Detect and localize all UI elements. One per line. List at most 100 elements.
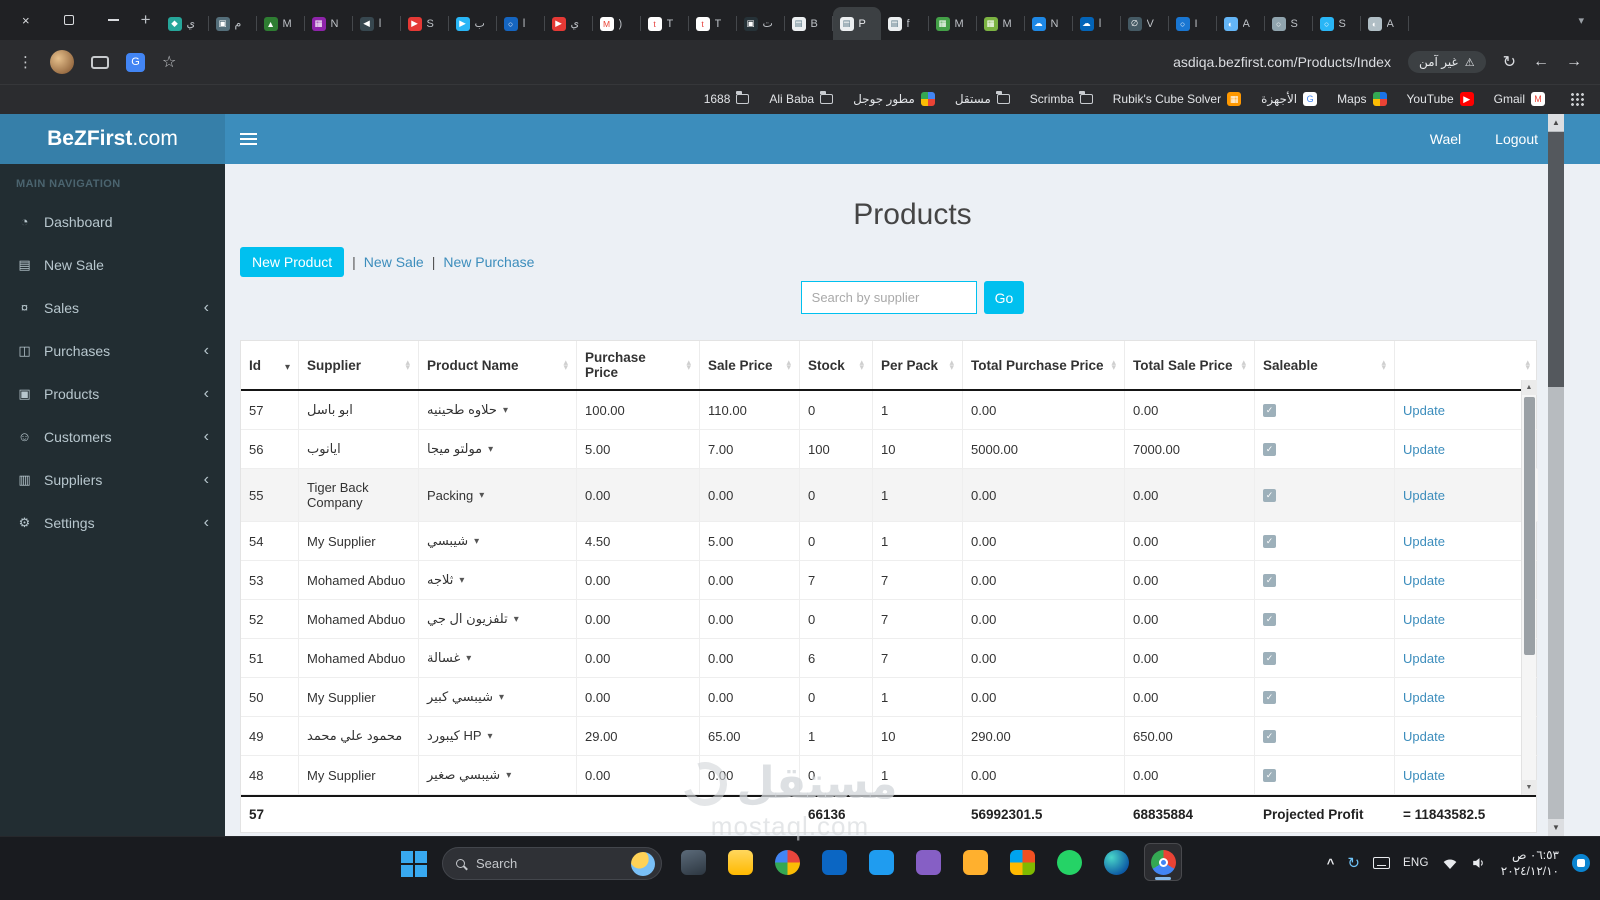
new-tab-button[interactable]: +: [140, 10, 151, 29]
sort-icon[interactable]: ▴▾: [284, 362, 290, 373]
column-header[interactable]: Id ▴▾: [241, 341, 299, 389]
sort-icon[interactable]: ▴▾: [405, 356, 410, 372]
browser-tab[interactable]: ▦ N: [305, 7, 353, 40]
row-expand-caret-icon[interactable]: ▾: [506, 769, 512, 781]
volume-icon[interactable]: [1471, 856, 1488, 870]
column-header[interactable]: Purchase Price ▴ ▾: [577, 341, 700, 389]
update-link[interactable]: Update: [1403, 533, 1445, 549]
update-link[interactable]: Update: [1403, 402, 1445, 418]
photos-icon[interactable]: [768, 843, 806, 881]
saleable-checkbox[interactable]: [1263, 534, 1276, 548]
scroll-up-icon[interactable]: ▲: [1548, 114, 1564, 131]
row-expand-caret-icon[interactable]: ▾: [474, 535, 480, 547]
go-button[interactable]: Go: [983, 281, 1025, 314]
hamburger-menu-button[interactable]: [225, 114, 271, 164]
row-expand-caret-icon[interactable]: ▾: [513, 613, 519, 625]
browser-tab[interactable]: ▤ B: [785, 7, 833, 40]
security-chip[interactable]: غير آمن ⚠: [1407, 51, 1486, 73]
scrollbar-thumb[interactable]: [1523, 397, 1535, 655]
file-explorer-icon[interactable]: [721, 843, 759, 881]
browser-tab[interactable]: ○ ا: [497, 7, 545, 40]
update-link[interactable]: Update: [1403, 611, 1445, 627]
bookmark-item[interactable]: 1688: [695, 89, 759, 109]
sidebar-item-sales[interactable]: ¤ Sales ‹: [0, 286, 225, 329]
tab-search-chevron-icon[interactable]: ▾: [1578, 14, 1584, 27]
browser-tab[interactable]: ◀ ا: [353, 7, 401, 40]
sort-icon[interactable]: ▴▾: [1525, 356, 1530, 372]
row-expand-caret-icon[interactable]: ▾: [499, 691, 505, 703]
saleable-checkbox[interactable]: [1263, 442, 1276, 456]
bookmark-item[interactable]: مطور جوجل: [844, 89, 944, 109]
saleable-checkbox[interactable]: [1263, 729, 1276, 743]
window-minimize-button[interactable]: [107, 19, 119, 21]
browser-tab[interactable]: ◐ A: [1361, 7, 1409, 40]
apps-grid-icon[interactable]: [1570, 92, 1584, 106]
supplier-search-input[interactable]: [800, 281, 977, 314]
sidebar-item-settings[interactable]: ⚙ Settings ‹: [0, 501, 225, 544]
cast-extension-icon[interactable]: [91, 55, 109, 69]
sort-icon[interactable]: ▴▾: [1111, 356, 1116, 372]
sort-icon[interactable]: ▴▾: [563, 356, 568, 372]
new-product-button[interactable]: New Product: [240, 246, 345, 277]
sort-icon[interactable]: ▴▾: [686, 356, 691, 372]
browser-tab[interactable]: ○ I: [1169, 7, 1217, 40]
sidebar-item-new-sale[interactable]: ▤ New Sale ‹: [0, 243, 225, 286]
column-header[interactable]: Stock ▴ ▾: [800, 341, 873, 389]
mail-icon[interactable]: [815, 843, 853, 881]
scroll-up-icon[interactable]: ▲: [1521, 380, 1537, 395]
tray-chevron-up-icon[interactable]: ^: [1326, 855, 1335, 871]
start-button[interactable]: [398, 848, 430, 880]
update-icon[interactable]: ↻: [1347, 855, 1360, 873]
chrome-icon[interactable]: [1144, 843, 1182, 881]
saleable-checkbox[interactable]: [1263, 651, 1276, 665]
column-header[interactable]: Total Sale Price ▴ ▾: [1125, 341, 1255, 389]
keyboard-icon[interactable]: [1372, 857, 1390, 870]
browser-tab[interactable]: ◆ ي: [161, 7, 209, 40]
update-link[interactable]: Update: [1403, 689, 1445, 705]
new-sale-link[interactable]: New Sale: [363, 253, 424, 270]
update-link[interactable]: Update: [1403, 650, 1445, 666]
sort-icon[interactable]: ▴▾: [786, 356, 791, 372]
sort-icon[interactable]: ▴▾: [1381, 356, 1386, 372]
browser-tab[interactable]: ∅ V: [1121, 7, 1169, 40]
bookmark-item[interactable]: YouTube ▶: [1398, 89, 1483, 109]
row-expand-caret-icon[interactable]: ▾: [487, 730, 493, 742]
sidebar-item-dashboard[interactable]: ◔ Dashboard ‹: [0, 200, 225, 243]
browser-tab[interactable]: ▶ S: [401, 7, 449, 40]
scroll-down-icon[interactable]: ▼: [1548, 819, 1564, 836]
saleable-checkbox[interactable]: [1263, 768, 1276, 782]
browser-tab[interactable]: ▤ f: [881, 7, 929, 40]
update-link[interactable]: Update: [1403, 767, 1445, 783]
browser-tab[interactable]: M ): [593, 7, 641, 40]
scrollbar-thumb[interactable]: [1548, 132, 1564, 387]
sort-icon[interactable]: ▴▾: [859, 356, 864, 372]
column-header[interactable]: ▴ ▾: [1395, 341, 1538, 389]
column-header[interactable]: Product Name ▴ ▾: [419, 341, 577, 389]
store-icon[interactable]: [956, 843, 994, 881]
browser-tab[interactable]: ○ S: [1265, 7, 1313, 40]
visual-studio-icon[interactable]: [909, 843, 947, 881]
language-indicator[interactable]: ENG: [1402, 857, 1429, 870]
row-expand-caret-icon[interactable]: ▾: [466, 652, 472, 664]
column-header[interactable]: Total Purchase Price ▴ ▾: [963, 341, 1125, 389]
column-header[interactable]: Per Pack ▴ ▾: [873, 341, 963, 389]
saleable-checkbox[interactable]: [1263, 612, 1276, 626]
browser-tab[interactable]: t T: [641, 7, 689, 40]
window-close-button[interactable]: ×: [22, 12, 30, 28]
browser-tab[interactable]: ☁ N: [1025, 7, 1073, 40]
saleable-checkbox[interactable]: [1263, 573, 1276, 587]
browser-tab[interactable]: t T: [689, 7, 737, 40]
update-link[interactable]: Update: [1403, 572, 1445, 588]
browser-tab[interactable]: ▤ P: [832, 7, 881, 40]
wifi-icon[interactable]: [1442, 856, 1458, 870]
sidebar-item-customers[interactable]: ☺ Customers ‹: [0, 415, 225, 458]
bookmark-item[interactable]: Ali Baba: [760, 89, 842, 109]
forward-button[interactable]: →: [1566, 53, 1582, 70]
browser-tab[interactable]: ▶ ي: [545, 7, 593, 40]
row-expand-caret-icon[interactable]: ▾: [459, 574, 465, 586]
weather-icon[interactable]: [631, 851, 655, 876]
vscode-icon[interactable]: [862, 843, 900, 881]
user-menu[interactable]: Wael: [1429, 131, 1462, 147]
browser-tab[interactable]: ▲ M: [257, 7, 305, 40]
browser-tab[interactable]: ▣ ت: [737, 7, 785, 40]
